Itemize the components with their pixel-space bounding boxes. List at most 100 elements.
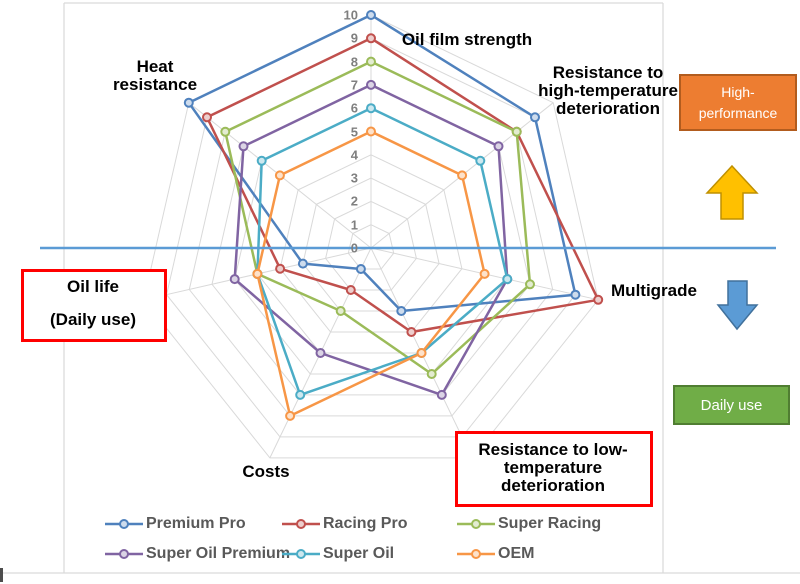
legend-circle — [296, 549, 306, 559]
series-marker-super-oil-0 — [366, 103, 376, 114]
series-marker-premium-pro-0 — [366, 10, 376, 20]
series-marker-super-oil-premium-5 — [229, 274, 240, 285]
grid-ring-3 — [302, 177, 440, 312]
axis-label-multigrade-l0: Multigrade — [611, 281, 697, 300]
series-marker-premium-pro-4 — [355, 264, 366, 274]
series-line-super-racing — [224, 60, 532, 376]
series-marker-oem-6 — [274, 170, 285, 181]
series-marker-super-oil-premium-6 — [238, 141, 249, 152]
series-marker-racing-pro-6 — [202, 112, 212, 123]
axis-label-resistance-to-low-temperature--l0: Resistance to low- — [478, 440, 628, 459]
series-marker-premium-pro-1 — [530, 112, 540, 123]
series-marker-premium-pro-6 — [183, 97, 194, 108]
series-marker-super-racing-2 — [525, 279, 535, 290]
legend-label-super-racing: Super Racing — [498, 515, 602, 532]
series-line-oem — [256, 130, 486, 418]
series-marker-super-oil-6 — [256, 155, 267, 166]
tick-label-9: 9 — [350, 30, 358, 46]
grid-ring-1 — [347, 224, 395, 270]
series-line-premium-pro — [187, 13, 577, 313]
legend-marker-oem — [457, 549, 495, 559]
series-marker-premium-pro-3 — [396, 306, 407, 316]
grid-ring-7 — [211, 84, 531, 396]
series-marker-super-racing-4 — [335, 306, 346, 316]
legend-circle — [296, 519, 306, 529]
legend-marker-super-oil — [282, 549, 320, 559]
series-marker-oem-3 — [416, 348, 427, 358]
legend-item-premium-pro: Premium Pro — [105, 515, 246, 533]
legend-label-super-oil: Super Oil — [323, 545, 395, 562]
tick-label-4: 4 — [350, 147, 358, 163]
daily-use-badge: Daily use — [673, 385, 790, 425]
series-marker-racing-pro-3 — [406, 327, 417, 337]
tick-label-7: 7 — [350, 77, 358, 93]
tick-label-10: 10 — [343, 7, 358, 23]
axis-label-heat-resistance-l0: Heat — [136, 57, 174, 76]
series-marker-premium-pro-2 — [570, 289, 581, 300]
legend-circle — [471, 519, 481, 529]
axis-label-oil-life-daily-use--l1: (Daily use) — [50, 310, 136, 329]
axis-label-costs-l0: Costs — [242, 462, 290, 481]
series-marker-racing-pro-2 — [593, 294, 604, 305]
legend-marker-super-racing — [457, 519, 495, 529]
legend-item-super-oil-premium: Super Oil Premium — [105, 545, 290, 563]
low-temp-highlight-box — [455, 431, 653, 507]
legend-marker-super-oil-premium — [105, 549, 143, 559]
down-arrow-icon — [716, 280, 759, 331]
series-line-super-oil — [256, 106, 509, 397]
series-marker-super-racing-6 — [220, 126, 231, 137]
legend-label-racing-pro: Racing Pro — [323, 515, 408, 532]
series-marker-super-racing-3 — [426, 369, 437, 379]
tick-label-2: 2 — [350, 193, 358, 209]
series-marker-super-oil-premium-0 — [366, 79, 376, 90]
series-marker-racing-pro-4 — [345, 285, 356, 295]
series-line-super-oil-premium — [233, 83, 509, 397]
high-performance-badge-line2: performance — [698, 104, 778, 121]
series-marker-super-oil-premium-1 — [493, 141, 504, 152]
legend-item-racing-pro: Racing Pro — [282, 515, 407, 533]
grid-ring-10 — [143, 14, 599, 459]
tick-label-0: 0 — [350, 240, 358, 256]
series-marker-oem-5 — [252, 268, 263, 279]
legend-marker-premium-pro — [105, 519, 143, 529]
axis-label-resistance-to-high-temperature-l2: deterioration — [556, 99, 660, 118]
tick-label-1: 1 — [350, 217, 358, 233]
series-marker-super-oil-premium-3 — [436, 389, 447, 400]
series-marker-super-oil-4 — [295, 389, 306, 400]
axis-label-resistance-to-low-temperature--l2: deterioration — [501, 476, 605, 495]
legend-marker-racing-pro — [282, 519, 320, 529]
oil-life-highlight-box — [21, 269, 167, 342]
high-performance-badge: High- performance — [679, 74, 797, 131]
axis-label-resistance-to-high-temperature-l1: high-temperature — [538, 81, 678, 100]
series-line-racing-pro — [205, 37, 600, 334]
series-marker-racing-pro-5 — [275, 263, 286, 274]
series-marker-super-oil-premium-4 — [315, 348, 326, 358]
axis-label-oil-film-strength-l0: Oil film strength — [401, 30, 533, 49]
legend-circle — [119, 519, 129, 529]
axis-label-oil-life-daily-use--l0: Oil life — [67, 277, 119, 296]
high-performance-badge-line1: High- — [721, 83, 755, 100]
series-marker-super-racing-1 — [511, 126, 522, 137]
legend-label-super-oil-premium: Super Oil Premium — [146, 545, 291, 562]
legend-item-super-oil: Super Oil — [282, 545, 394, 563]
series-marker-oem-0 — [366, 126, 376, 137]
series-marker-super-racing-0 — [366, 56, 376, 67]
series-marker-oem-4 — [285, 410, 296, 421]
legend-label-oem: OEM — [498, 545, 535, 562]
series-marker-oem-2 — [479, 268, 490, 279]
legend-item-super-racing: Super Racing — [457, 515, 601, 533]
grid-ring-8 — [188, 61, 554, 417]
series-marker-racing-pro-0 — [366, 33, 376, 44]
tick-label-6: 6 — [350, 100, 358, 116]
axis-label-resistance-to-low-temperature--l1: temperature — [503, 458, 603, 477]
series-marker-super-oil-2 — [502, 274, 513, 285]
daily-use-badge-label: Daily use — [700, 396, 763, 414]
legend-label-premium-pro: Premium Pro — [146, 515, 246, 532]
tick-label-8: 8 — [350, 54, 358, 70]
series-marker-premium-pro-5 — [297, 258, 308, 269]
tick-label-3: 3 — [350, 170, 358, 186]
axis-label-heat-resistance-l1: resistance — [112, 75, 198, 94]
legend-circle — [471, 549, 481, 559]
